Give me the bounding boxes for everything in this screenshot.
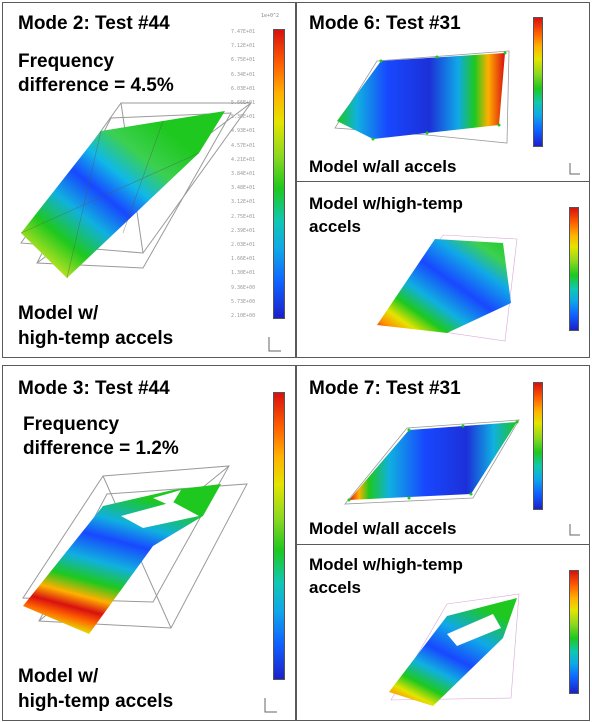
mode3-panel: Mode 3: Test #44 Frequency difference = …: [2, 365, 296, 721]
mode6-top-color-scale-bar: [533, 17, 543, 147]
mode2-color-scale-label: 2.39E+01: [231, 227, 256, 234]
mode2-color-scale-label: 1.30E+01: [231, 270, 256, 277]
mode6-title: Mode 6: Test #31: [309, 13, 461, 34]
mode2-mode-shape-plot: [20, 102, 252, 279]
mode2-color-scale-label: 3.12E+01: [231, 199, 256, 206]
mode6-bottom-color-scale-bar: [569, 207, 579, 331]
mode2-color-scale-label: 2.75E+01: [231, 213, 256, 220]
mode2-panel: Mode 2: Test #44 Frequency difference = …: [2, 2, 296, 358]
mode7-top-color-scale-bar: [533, 382, 543, 510]
mode6-bottom-caption-line1: Model w/high-temp: [309, 194, 463, 213]
mode7-bottom-caption-line2: accels: [309, 578, 361, 597]
mode2-frequency-label: Frequency: [18, 51, 115, 72]
mode3-color-scale: [229, 378, 293, 698]
mode3-frequency-difference: difference = 1.2%: [23, 438, 179, 459]
mode6-top-caption: Model w/all accels: [309, 157, 457, 176]
mode2-color-scale-label: 6.34E+01: [231, 71, 256, 78]
mode2-color-scale-label: 3.84E+01: [231, 171, 256, 177]
mode7-bottom-caption-line1: Model w/high-temp: [309, 555, 463, 574]
mode2-color-scale-bar: [273, 29, 285, 319]
mode7-all-accels-plot: [344, 419, 520, 505]
mode2-title: Mode 2: Test #44: [18, 13, 170, 34]
mode2-color-scale: 1e+0^2 7.47E+01 7.12E+01 6.75E+01 6.34E+01 6…: [229, 13, 293, 333]
mode3-caption-line1: Model w/: [18, 666, 99, 687]
mode2-color-scale-label: 7.12E+01: [231, 43, 256, 50]
mode6-panel: Mode 6: Test #31 Model w/all accels: [296, 2, 590, 358]
mode7-panel: Mode 7: Test #31 Model w/all accels: [296, 365, 590, 721]
mode2-color-scale-label: 4.57E+01: [231, 142, 256, 149]
mode2-color-scale-label: 5.73E+00: [231, 298, 256, 305]
mode2-caption-line1: Model w/: [18, 303, 99, 324]
mode6-bottom-caption-line2: accels: [309, 217, 361, 236]
mode2-color-scale-label: 7.47E+01: [231, 29, 256, 35]
mode2-color-scale-label: 1.66E+01: [231, 256, 256, 263]
mode6-all-accels-plot: [334, 50, 510, 144]
mode6-high-temp-plot: [377, 234, 518, 342]
mode7-top-caption: Model w/all accels: [309, 519, 457, 538]
mode3-frequency-label: Frequency: [23, 414, 120, 435]
mode2-color-scale-label: 4.93E+01: [231, 128, 256, 135]
mode3-mode-shape-plot: [22, 465, 248, 634]
mode2-axis-triad-icon: [268, 337, 281, 352]
mode3-caption-line2: high-temp accels: [18, 691, 174, 712]
mode3-title: Mode 3: Test #44: [18, 378, 170, 399]
mode7-top-axis-triad-icon: [569, 524, 580, 536]
mode2-color-scale-label: 2.03E+01: [231, 242, 256, 248]
mode7-bottom-color-scale: [533, 562, 589, 702]
mode2-color-scale-label: 6.03E+01: [231, 85, 256, 92]
mode2-color-scale-unit: 1e+0^2: [261, 13, 280, 19]
mode2-color-scale-label: 4.21E+01: [231, 156, 256, 163]
mode2-frequency-difference: difference = 4.5%: [18, 75, 174, 96]
mode2-color-scale-label: 6.75E+01: [231, 57, 256, 64]
mode2-caption-line2: high-temp accels: [18, 328, 174, 349]
mode2-color-scale-label: 5.30E+01: [231, 114, 256, 121]
mode2-color-scale-label: 9.36E+00: [231, 284, 256, 291]
mode6-top-axis-triad-icon: [569, 163, 580, 175]
mode3-color-scale-bar: [273, 392, 285, 680]
mode2-color-scale-label: 3.48E+01: [231, 185, 256, 192]
mode7-bottom-color-scale-bar: [569, 570, 579, 694]
mode2-color-scale-label: 2.10E+00: [231, 313, 256, 319]
mode7-top-color-scale: [509, 376, 589, 516]
mode7-title: Mode 7: Test #31: [309, 378, 461, 399]
mode2-color-scale-label: 5.66E+01: [231, 100, 256, 106]
mode6-bottom-color-scale: [533, 201, 589, 341]
mode6-divider: [297, 181, 589, 182]
mode3-axis-triad-icon: [264, 698, 277, 713]
mode7-high-temp-plot: [389, 593, 520, 706]
mode6-top-color-scale: [509, 13, 589, 153]
mode7-divider: [297, 544, 589, 545]
